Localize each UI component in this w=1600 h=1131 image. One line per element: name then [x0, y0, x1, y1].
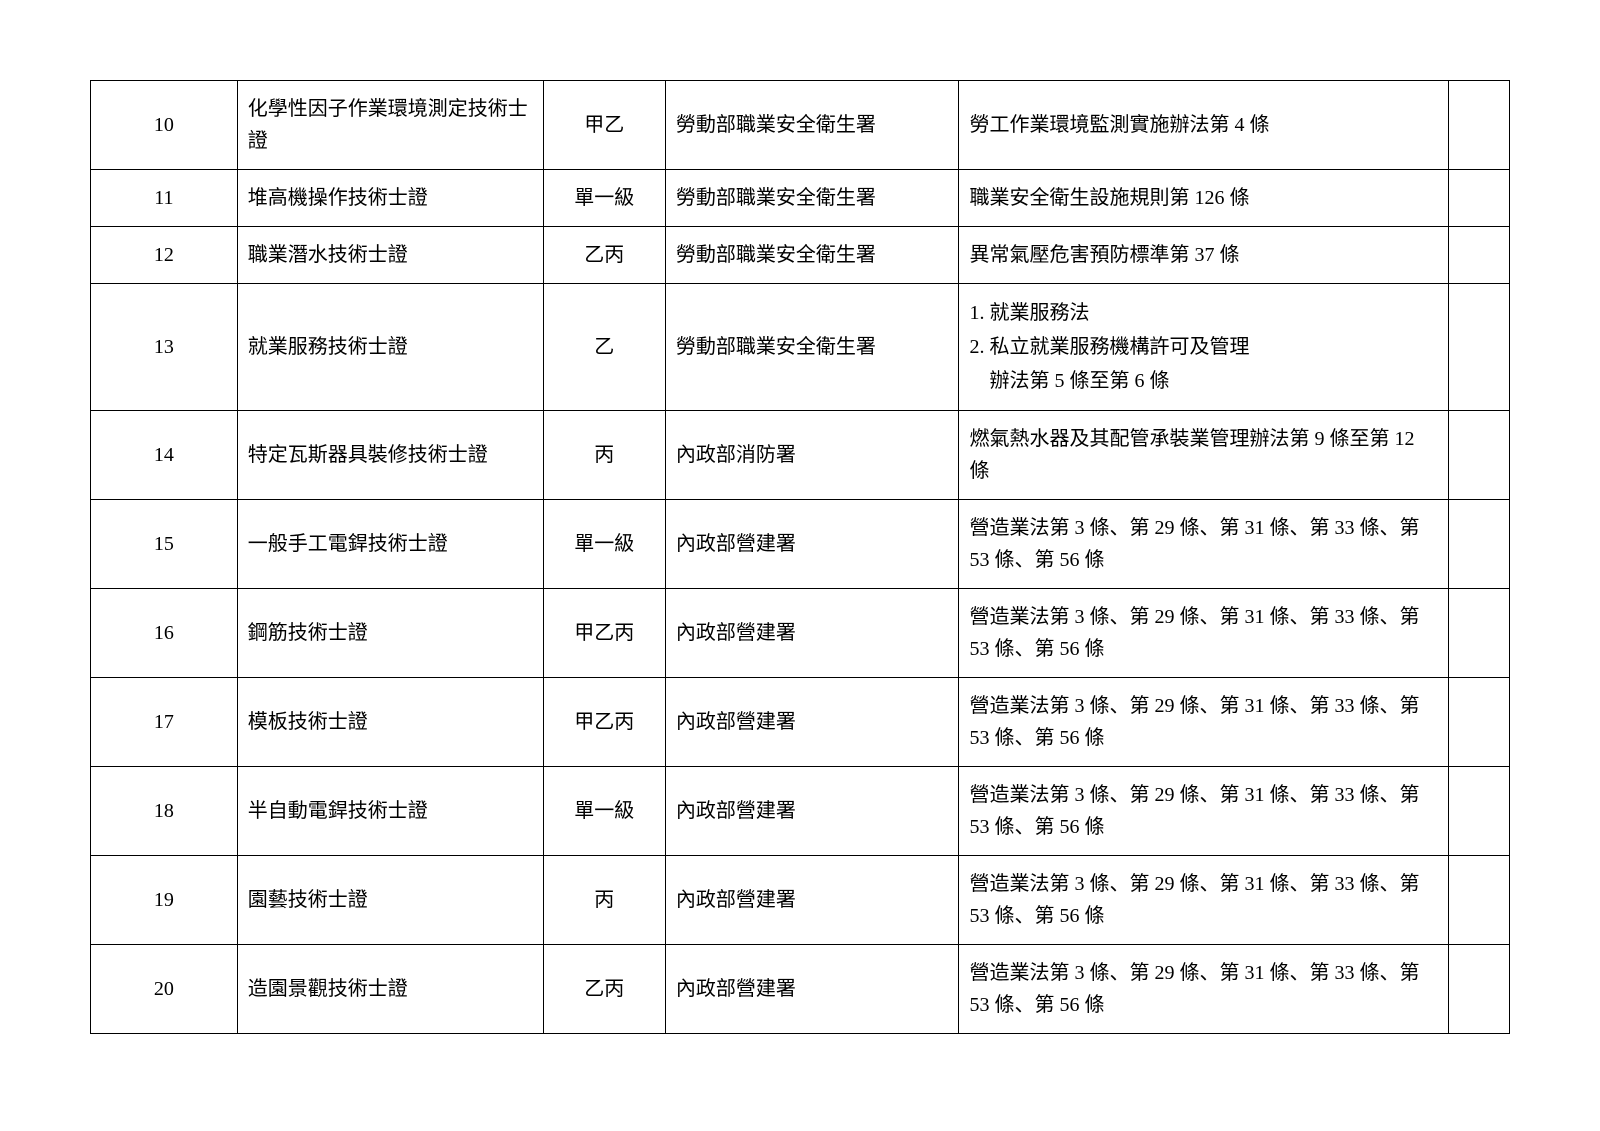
table-row: 17模板技術士證甲乙丙內政部營建署營造業法第 3 條、第 29 條、第 31 條…: [91, 678, 1510, 767]
cell-num: 17: [91, 678, 238, 767]
cell-name: 鋼筋技術士證: [237, 589, 543, 678]
cell-num: 12: [91, 227, 238, 284]
cell-name: 模板技術士證: [237, 678, 543, 767]
cell-num: 20: [91, 945, 238, 1034]
cell-level: 乙: [543, 284, 665, 411]
cell-num: 19: [91, 856, 238, 945]
cell-name: 半自動電銲技術士證: [237, 767, 543, 856]
cell-num: 11: [91, 170, 238, 227]
cell-num: 14: [91, 411, 238, 500]
cell-name: 特定瓦斯器具裝修技術士證: [237, 411, 543, 500]
cell-agency: 內政部營建署: [665, 589, 959, 678]
table-row: 11堆高機操作技術士證單一級勞動部職業安全衛生署職業安全衛生設施規則第 126 …: [91, 170, 1510, 227]
cell-law: 營造業法第 3 條、第 29 條、第 31 條、第 33 條、第 53 條、第 …: [959, 678, 1448, 767]
law-line: 2. 私立就業服務機構許可及管理: [969, 330, 1437, 364]
cell-extra: [1448, 170, 1509, 227]
cell-agency: 勞動部職業安全衛生署: [665, 284, 959, 411]
cell-law: 燃氣熱水器及其配管承裝業管理辦法第 9 條至第 12 條: [959, 411, 1448, 500]
table-row: 10化學性因子作業環境測定技術士證甲乙勞動部職業安全衛生署勞工作業環境監測實施辦…: [91, 81, 1510, 170]
cell-level: 甲乙丙: [543, 678, 665, 767]
cell-agency: 內政部營建署: [665, 945, 959, 1034]
cell-num: 18: [91, 767, 238, 856]
cell-name: 化學性因子作業環境測定技術士證: [237, 81, 543, 170]
cell-name: 一般手工電銲技術士證: [237, 500, 543, 589]
cell-agency: 內政部消防署: [665, 411, 959, 500]
table-row: 14特定瓦斯器具裝修技術士證丙內政部消防署燃氣熱水器及其配管承裝業管理辦法第 9…: [91, 411, 1510, 500]
cell-level: 乙丙: [543, 227, 665, 284]
cell-law: 1. 就業服務法2. 私立就業服務機構許可及管理 辦法第 5 條至第 6 條: [959, 284, 1448, 411]
cell-level: 乙丙: [543, 945, 665, 1034]
cell-level: 丙: [543, 411, 665, 500]
cell-agency: 內政部營建署: [665, 500, 959, 589]
table-row: 12職業潛水技術士證乙丙勞動部職業安全衛生署異常氣壓危害預防標準第 37 條: [91, 227, 1510, 284]
cell-extra: [1448, 589, 1509, 678]
cell-agency: 勞動部職業安全衛生署: [665, 227, 959, 284]
cell-level: 甲乙: [543, 81, 665, 170]
table-row: 19園藝技術士證丙內政部營建署營造業法第 3 條、第 29 條、第 31 條、第…: [91, 856, 1510, 945]
cell-extra: [1448, 945, 1509, 1034]
cell-agency: 內政部營建署: [665, 767, 959, 856]
cell-level: 單一級: [543, 767, 665, 856]
cell-law: 異常氣壓危害預防標準第 37 條: [959, 227, 1448, 284]
cell-name: 就業服務技術士證: [237, 284, 543, 411]
cell-name: 職業潛水技術士證: [237, 227, 543, 284]
cell-law: 職業安全衛生設施規則第 126 條: [959, 170, 1448, 227]
cell-extra: [1448, 227, 1509, 284]
cell-extra: [1448, 856, 1509, 945]
cell-extra: [1448, 81, 1509, 170]
table-body: 10化學性因子作業環境測定技術士證甲乙勞動部職業安全衛生署勞工作業環境監測實施辦…: [91, 81, 1510, 1034]
cell-level: 單一級: [543, 170, 665, 227]
table-row: 15一般手工電銲技術士證單一級內政部營建署營造業法第 3 條、第 29 條、第 …: [91, 500, 1510, 589]
cell-extra: [1448, 411, 1509, 500]
cell-law: 勞工作業環境監測實施辦法第 4 條: [959, 81, 1448, 170]
cell-name: 堆高機操作技術士證: [237, 170, 543, 227]
cell-extra: [1448, 500, 1509, 589]
cell-law: 營造業法第 3 條、第 29 條、第 31 條、第 33 條、第 53 條、第 …: [959, 856, 1448, 945]
cell-level: 丙: [543, 856, 665, 945]
table-row: 18半自動電銲技術士證單一級內政部營建署營造業法第 3 條、第 29 條、第 3…: [91, 767, 1510, 856]
law-line: 1. 就業服務法: [969, 296, 1437, 330]
cell-level: 甲乙丙: [543, 589, 665, 678]
cell-extra: [1448, 767, 1509, 856]
cell-num: 16: [91, 589, 238, 678]
cell-name: 造園景觀技術士證: [237, 945, 543, 1034]
cell-agency: 勞動部職業安全衛生署: [665, 81, 959, 170]
cell-num: 10: [91, 81, 238, 170]
cell-law: 營造業法第 3 條、第 29 條、第 31 條、第 33 條、第 53 條、第 …: [959, 767, 1448, 856]
cell-law: 營造業法第 3 條、第 29 條、第 31 條、第 33 條、第 53 條、第 …: [959, 589, 1448, 678]
cell-num: 15: [91, 500, 238, 589]
cell-level: 單一級: [543, 500, 665, 589]
cell-name: 園藝技術士證: [237, 856, 543, 945]
table-row: 20造園景觀技術士證乙丙內政部營建署營造業法第 3 條、第 29 條、第 31 …: [91, 945, 1510, 1034]
table-row: 13就業服務技術士證乙勞動部職業安全衛生署1. 就業服務法2. 私立就業服務機構…: [91, 284, 1510, 411]
law-line: 辦法第 5 條至第 6 條: [969, 364, 1437, 398]
cell-agency: 內政部營建署: [665, 678, 959, 767]
certificate-table: 10化學性因子作業環境測定技術士證甲乙勞動部職業安全衛生署勞工作業環境監測實施辦…: [90, 80, 1510, 1034]
table-row: 16鋼筋技術士證甲乙丙內政部營建署營造業法第 3 條、第 29 條、第 31 條…: [91, 589, 1510, 678]
cell-extra: [1448, 678, 1509, 767]
cell-num: 13: [91, 284, 238, 411]
cell-law: 營造業法第 3 條、第 29 條、第 31 條、第 33 條、第 53 條、第 …: [959, 500, 1448, 589]
law-list: 1. 就業服務法2. 私立就業服務機構許可及管理 辦法第 5 條至第 6 條: [969, 296, 1437, 398]
cell-agency: 勞動部職業安全衛生署: [665, 170, 959, 227]
cell-extra: [1448, 284, 1509, 411]
cell-law: 營造業法第 3 條、第 29 條、第 31 條、第 33 條、第 53 條、第 …: [959, 945, 1448, 1034]
cell-agency: 內政部營建署: [665, 856, 959, 945]
